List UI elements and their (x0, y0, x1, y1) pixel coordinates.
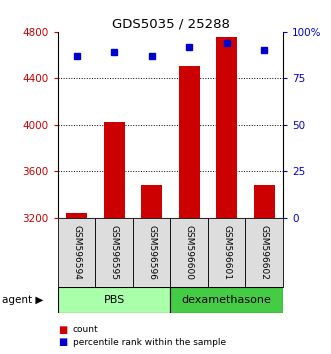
Text: PBS: PBS (104, 295, 125, 305)
Text: ■: ■ (58, 337, 67, 347)
Text: GSM596595: GSM596595 (110, 225, 119, 280)
Text: GSM596600: GSM596600 (185, 225, 194, 280)
Bar (133, 218, 170, 287)
Bar (58, 218, 95, 287)
Text: percentile rank within the sample: percentile rank within the sample (73, 338, 226, 347)
Bar (208, 218, 246, 287)
Text: GSM596602: GSM596602 (260, 225, 269, 280)
Bar (58, 287, 170, 313)
Text: agent ▶: agent ▶ (2, 295, 43, 305)
Bar (170, 218, 208, 287)
Text: GSM596594: GSM596594 (72, 225, 81, 280)
Bar (170, 287, 283, 313)
Text: count: count (73, 325, 98, 335)
Text: ■: ■ (58, 325, 67, 335)
Bar (179, 65, 200, 218)
Text: GSM596601: GSM596601 (222, 225, 231, 280)
Bar (66, 213, 87, 218)
Text: dexamethasone: dexamethasone (182, 295, 272, 305)
Bar (246, 218, 283, 287)
Bar (104, 122, 124, 218)
Bar (141, 185, 162, 218)
Bar (216, 36, 237, 218)
Bar (95, 218, 133, 287)
Bar (254, 185, 274, 218)
Text: GSM596596: GSM596596 (147, 225, 156, 280)
Title: GDS5035 / 25288: GDS5035 / 25288 (112, 18, 229, 31)
